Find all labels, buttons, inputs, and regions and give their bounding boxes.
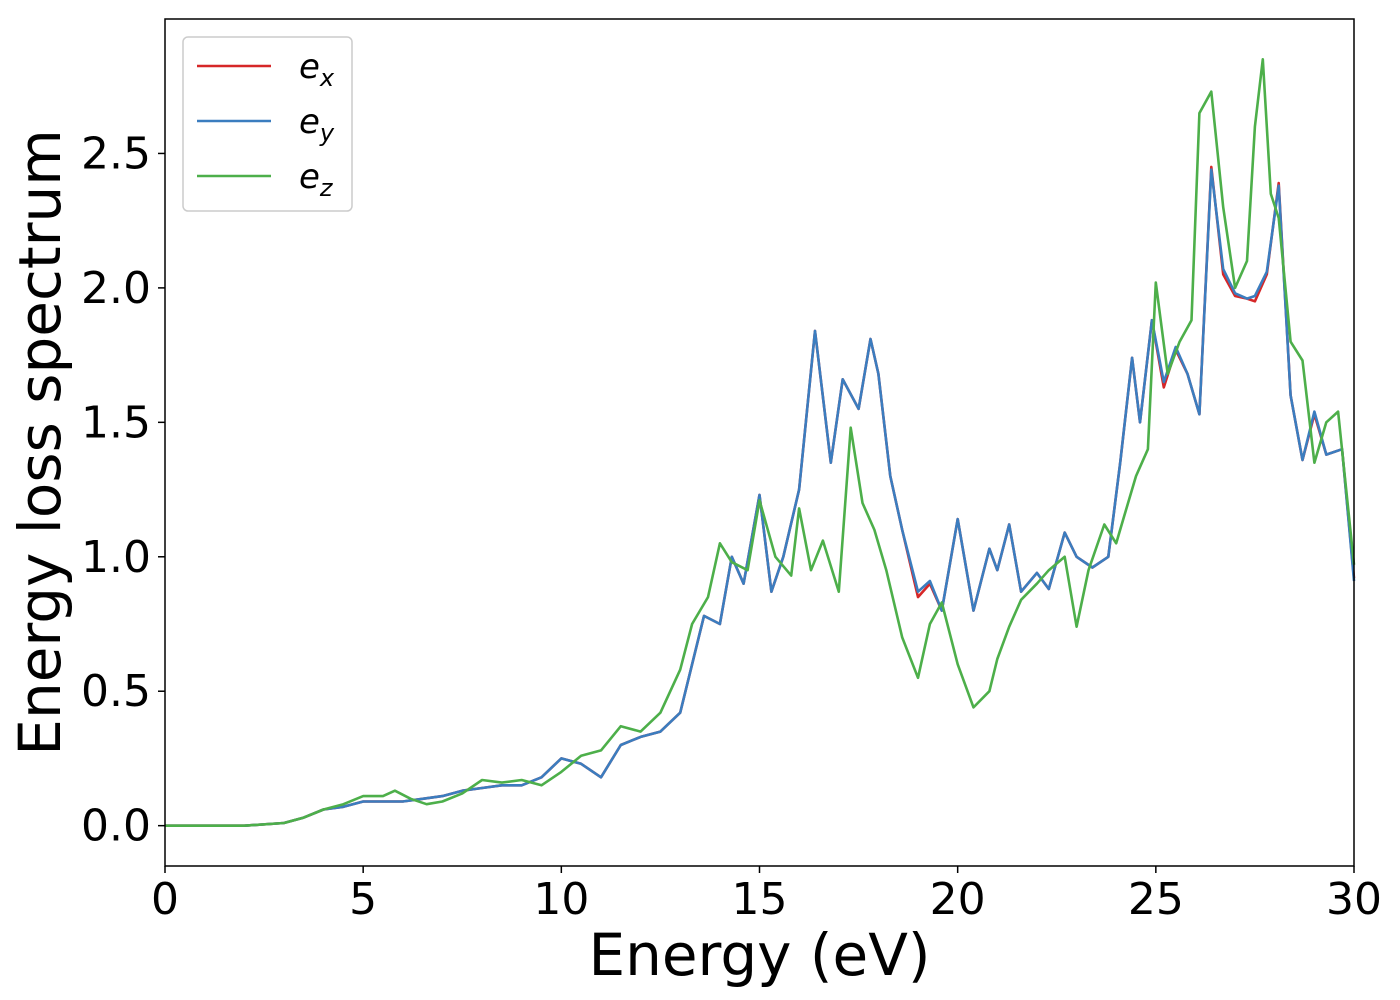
x-tick-label: 10 — [533, 874, 589, 925]
plot-area — [165, 57, 1356, 828]
x-tick-label: 5 — [349, 874, 377, 925]
y-tick-label: 2.5 — [81, 128, 151, 179]
y-tick-label: 0.5 — [81, 666, 151, 717]
legend-box — [182, 36, 353, 212]
x-tick-label: 15 — [732, 874, 788, 925]
x-tick-label: 30 — [1326, 874, 1382, 925]
axis-ticks: 0 5 10 15 20 25 30 0.0 0.5 1.0 1.5 2.0 2.5 — [81, 128, 1382, 925]
x-tick-label: 25 — [1128, 874, 1184, 925]
y-tick-label: 0.0 — [81, 801, 151, 852]
y-axis-label: Energy loss spectrum — [6, 129, 74, 755]
x-tick-label: 20 — [930, 874, 986, 925]
y-tick-label: 1.0 — [81, 532, 151, 583]
series-line-z — [165, 57, 1356, 828]
x-tick-label: 0 — [151, 874, 179, 925]
x-axis-label: Energy (eV) — [588, 921, 930, 989]
y-tick-label: 2.0 — [81, 263, 151, 314]
y-tick-label: 1.5 — [81, 397, 151, 448]
series-line-y — [165, 168, 1356, 828]
